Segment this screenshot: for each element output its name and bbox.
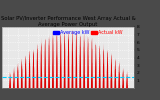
Title: Solar PV/Inverter Performance West Array Actual & Average Power Output: Solar PV/Inverter Performance West Array… — [1, 16, 135, 27]
Legend: Average kW, Actual kW: Average kW, Actual kW — [53, 29, 123, 35]
